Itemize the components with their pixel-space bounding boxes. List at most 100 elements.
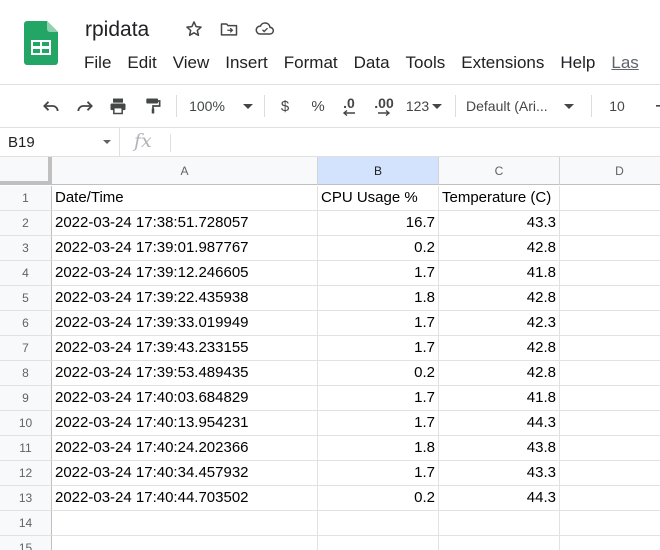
cell-a14[interactable] xyxy=(52,511,318,536)
row-header-15[interactable]: 15 xyxy=(0,536,52,550)
cell-d10[interactable] xyxy=(560,411,660,436)
last-edit-link[interactable]: Las xyxy=(611,53,639,72)
cell-c2[interactable]: 43.3 xyxy=(439,211,560,236)
cell-c5[interactable]: 42.8 xyxy=(439,286,560,311)
menu-view[interactable]: View xyxy=(172,53,210,72)
cell-b13[interactable]: 0.2 xyxy=(318,486,439,511)
cell-b8[interactable]: 0.2 xyxy=(318,361,439,386)
decrease-decimal-button[interactable]: .0 xyxy=(337,85,361,127)
cell-b5[interactable]: 1.8 xyxy=(318,286,439,311)
menu-help[interactable]: Help xyxy=(560,53,596,72)
cell-d13[interactable] xyxy=(560,486,660,511)
cell-b11[interactable]: 1.8 xyxy=(318,436,439,461)
cell-b7[interactable]: 1.7 xyxy=(318,336,439,361)
cell-b2[interactable]: 16.7 xyxy=(318,211,439,236)
row-header-11[interactable]: 11 xyxy=(0,436,52,461)
cell-a9[interactable]: 2022-03-24 17:40:03.684829 xyxy=(52,386,318,411)
menu-file[interactable]: File xyxy=(84,53,112,72)
row-header-13[interactable]: 13 xyxy=(0,486,52,511)
cell-b15[interactable] xyxy=(318,536,439,550)
cell-b9[interactable]: 1.7 xyxy=(318,386,439,411)
cell-c4[interactable]: 41.8 xyxy=(439,261,560,286)
row-header-7[interactable]: 7 xyxy=(0,336,52,361)
cell-c10[interactable]: 44.3 xyxy=(439,411,560,436)
row-header-5[interactable]: 5 xyxy=(0,286,52,311)
cell-b4[interactable]: 1.7 xyxy=(318,261,439,286)
row-header-8[interactable]: 8 xyxy=(0,361,52,386)
cell-d2[interactable] xyxy=(560,211,660,236)
cell-c8[interactable]: 42.8 xyxy=(439,361,560,386)
redo-icon[interactable] xyxy=(72,85,98,127)
row-header-1[interactable]: 1 xyxy=(0,186,52,211)
increase-decimal-button[interactable]: .00 xyxy=(370,85,398,127)
row-header-14[interactable]: 14 xyxy=(0,511,52,536)
cell-b10[interactable]: 1.7 xyxy=(318,411,439,436)
cell-d8[interactable] xyxy=(560,361,660,386)
more-toolbar-icon[interactable] xyxy=(650,85,660,127)
cell-c14[interactable] xyxy=(439,511,560,536)
cell-d9[interactable] xyxy=(560,386,660,411)
cell-a4[interactable]: 2022-03-24 17:39:12.246605 xyxy=(52,261,318,286)
document-title[interactable]: rpidata xyxy=(85,18,150,41)
cell-b1[interactable]: CPU Usage % xyxy=(318,186,439,211)
cell-d12[interactable] xyxy=(560,461,660,486)
font-size-input[interactable]: 10 xyxy=(600,85,634,127)
cell-a5[interactable]: 2022-03-24 17:39:22.435938 xyxy=(52,286,318,311)
cell-d1[interactable] xyxy=(560,186,660,211)
cell-a3[interactable]: 2022-03-24 17:39:01.987767 xyxy=(52,236,318,261)
cell-c6[interactable]: 42.3 xyxy=(439,311,560,336)
cell-d4[interactable] xyxy=(560,261,660,286)
move-to-folder-icon[interactable] xyxy=(218,18,240,40)
cell-a8[interactable]: 2022-03-24 17:39:53.489435 xyxy=(52,361,318,386)
menu-data[interactable]: Data xyxy=(353,53,390,72)
row-header-2[interactable]: 2 xyxy=(0,211,52,236)
row-header-10[interactable]: 10 xyxy=(0,411,52,436)
cell-a2[interactable]: 2022-03-24 17:38:51.728057 xyxy=(52,211,318,236)
cell-d7[interactable] xyxy=(560,336,660,361)
cell-c13[interactable]: 44.3 xyxy=(439,486,560,511)
menu-format[interactable]: Format xyxy=(283,53,338,72)
sheets-logo-icon[interactable] xyxy=(24,21,58,65)
menu-edit[interactable]: Edit xyxy=(127,53,157,72)
cell-c12[interactable]: 43.3 xyxy=(439,461,560,486)
cell-d5[interactable] xyxy=(560,286,660,311)
cell-a10[interactable]: 2022-03-24 17:40:13.954231 xyxy=(52,411,318,436)
cell-c11[interactable]: 43.8 xyxy=(439,436,560,461)
cell-a15[interactable] xyxy=(52,536,318,550)
format-percent-button[interactable]: % xyxy=(307,85,329,127)
format-currency-button[interactable]: $ xyxy=(275,85,295,127)
row-header-3[interactable]: 3 xyxy=(0,236,52,261)
cell-b14[interactable] xyxy=(318,511,439,536)
cell-d15[interactable] xyxy=(560,536,660,550)
cell-c7[interactable]: 42.8 xyxy=(439,336,560,361)
cloud-status-icon[interactable] xyxy=(254,18,276,40)
menu-tools[interactable]: Tools xyxy=(405,53,446,72)
undo-icon[interactable] xyxy=(38,85,64,127)
select-all-corner[interactable] xyxy=(0,157,52,185)
cell-d11[interactable] xyxy=(560,436,660,461)
row-header-12[interactable]: 12 xyxy=(0,461,52,486)
cell-a11[interactable]: 2022-03-24 17:40:24.202366 xyxy=(52,436,318,461)
column-header-d[interactable]: D xyxy=(560,157,660,185)
cell-b3[interactable]: 0.2 xyxy=(318,236,439,261)
cell-d6[interactable] xyxy=(560,311,660,336)
paint-format-icon[interactable] xyxy=(140,85,166,127)
cell-a12[interactable]: 2022-03-24 17:40:34.457932 xyxy=(52,461,318,486)
cell-a7[interactable]: 2022-03-24 17:39:43.233155 xyxy=(52,336,318,361)
row-header-9[interactable]: 9 xyxy=(0,386,52,411)
zoom-select[interactable]: 100% xyxy=(186,85,256,127)
cell-c15[interactable] xyxy=(439,536,560,550)
column-header-a[interactable]: A xyxy=(52,157,318,185)
name-box[interactable]: B19 xyxy=(0,128,120,157)
cell-b12[interactable]: 1.7 xyxy=(318,461,439,486)
star-icon[interactable] xyxy=(183,18,205,40)
print-icon[interactable] xyxy=(105,85,131,127)
cell-c3[interactable]: 42.8 xyxy=(439,236,560,261)
cell-c9[interactable]: 41.8 xyxy=(439,386,560,411)
cell-c1[interactable]: Temperature (C) xyxy=(439,186,560,211)
cell-b6[interactable]: 1.7 xyxy=(318,311,439,336)
row-header-4[interactable]: 4 xyxy=(0,261,52,286)
cell-a13[interactable]: 2022-03-24 17:40:44.703502 xyxy=(52,486,318,511)
number-format-select[interactable]: 123 xyxy=(404,85,444,127)
cell-a6[interactable]: 2022-03-24 17:39:33.019949 xyxy=(52,311,318,336)
